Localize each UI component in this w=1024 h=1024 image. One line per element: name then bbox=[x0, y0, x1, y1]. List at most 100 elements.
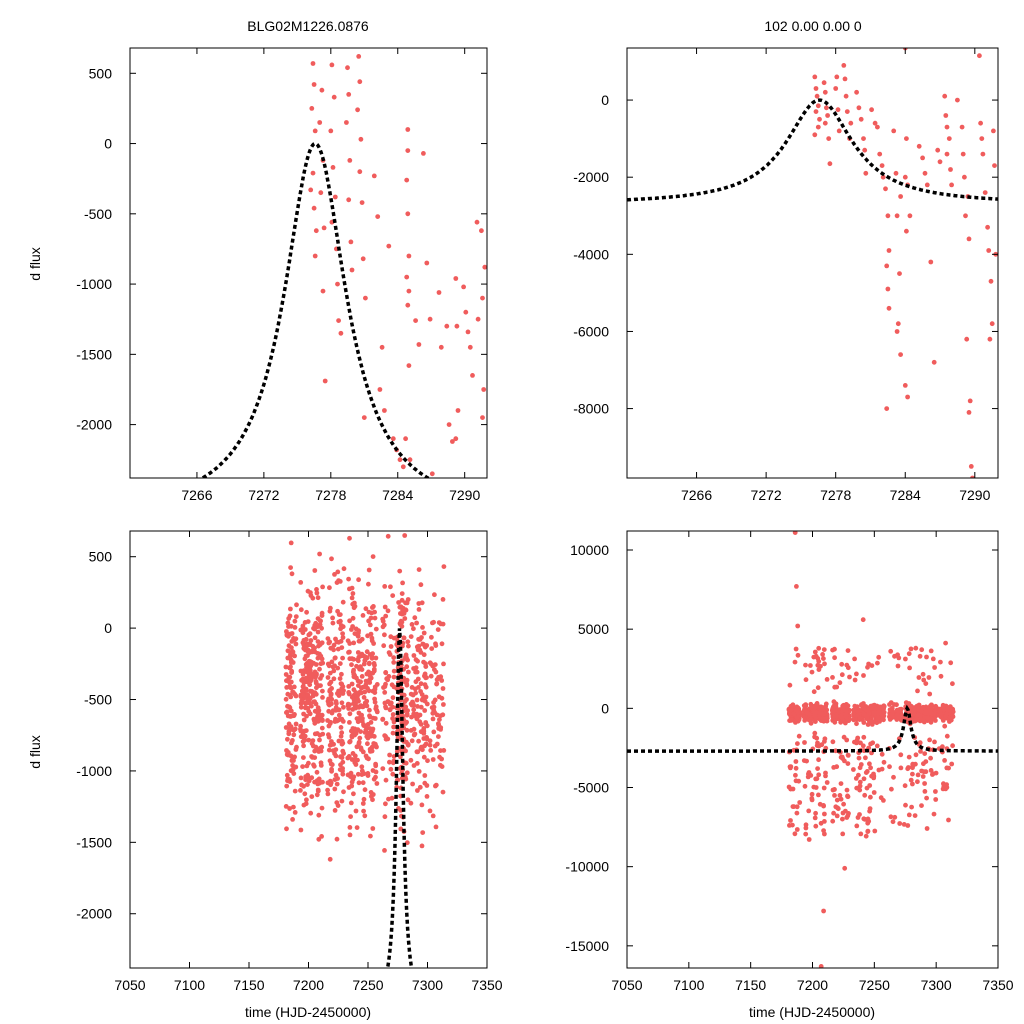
data-point bbox=[430, 710, 436, 716]
data-point bbox=[808, 701, 814, 707]
data-point bbox=[824, 105, 829, 111]
data-point bbox=[894, 712, 900, 718]
data-point bbox=[287, 613, 293, 619]
data-point bbox=[862, 792, 868, 798]
data-point bbox=[338, 330, 344, 336]
data-point bbox=[991, 128, 996, 134]
data-point bbox=[943, 113, 949, 118]
data-point bbox=[795, 652, 801, 658]
plot-area bbox=[283, 533, 447, 968]
data-point bbox=[897, 821, 903, 826]
data-point bbox=[341, 566, 347, 572]
data-point bbox=[936, 706, 942, 712]
data-point bbox=[935, 147, 941, 153]
data-point bbox=[416, 342, 422, 347]
data-point bbox=[858, 831, 864, 837]
data-point bbox=[795, 741, 800, 746]
data-point bbox=[328, 679, 334, 685]
data-point bbox=[430, 813, 436, 819]
data-point bbox=[809, 796, 815, 801]
data-point bbox=[339, 755, 345, 760]
data-point bbox=[880, 174, 886, 180]
data-point bbox=[362, 658, 368, 663]
data-point bbox=[927, 691, 933, 697]
data-point bbox=[304, 797, 309, 803]
data-point bbox=[912, 718, 918, 724]
data-point bbox=[438, 674, 444, 680]
data-point bbox=[339, 645, 345, 650]
data-point bbox=[312, 649, 318, 655]
data-point bbox=[411, 707, 417, 713]
x-tick-label: 7272 bbox=[751, 487, 782, 503]
data-point bbox=[832, 793, 837, 798]
data-point bbox=[363, 724, 369, 729]
y-tick-label: 0 bbox=[601, 92, 609, 108]
data-point bbox=[461, 284, 466, 290]
data-point bbox=[404, 664, 410, 670]
data-point bbox=[427, 316, 433, 322]
data-point bbox=[857, 779, 863, 785]
data-point bbox=[883, 186, 888, 192]
data-point bbox=[301, 717, 307, 723]
data-point bbox=[852, 656, 857, 662]
data-point bbox=[380, 624, 386, 630]
data-point bbox=[855, 709, 861, 715]
data-point bbox=[932, 739, 937, 745]
data-point bbox=[346, 197, 352, 203]
data-point bbox=[852, 703, 858, 709]
data-point bbox=[864, 769, 870, 774]
y-tick-label: -500 bbox=[84, 692, 112, 708]
data-point bbox=[338, 626, 343, 632]
data-point bbox=[290, 767, 296, 772]
data-point bbox=[335, 691, 340, 696]
data-point bbox=[408, 800, 414, 806]
data-point bbox=[857, 783, 863, 789]
data-point bbox=[418, 681, 424, 687]
data-point bbox=[861, 720, 867, 725]
data-point bbox=[949, 761, 955, 767]
data-point bbox=[831, 708, 837, 714]
data-point bbox=[354, 697, 359, 703]
data-point bbox=[339, 686, 345, 691]
data-point bbox=[938, 714, 944, 720]
data-point bbox=[291, 713, 297, 719]
data-point bbox=[414, 697, 420, 703]
data-point bbox=[418, 721, 424, 727]
data-point bbox=[888, 648, 894, 654]
plot-frame bbox=[129, 47, 488, 479]
data-point bbox=[335, 569, 341, 575]
data-point bbox=[842, 76, 848, 82]
data-point bbox=[788, 818, 793, 823]
data-point bbox=[441, 661, 446, 667]
data-point bbox=[409, 738, 415, 744]
data-point bbox=[357, 666, 362, 672]
data-point bbox=[879, 751, 885, 757]
data-point bbox=[349, 267, 355, 273]
data-point bbox=[875, 715, 881, 720]
data-point bbox=[301, 711, 306, 717]
data-point bbox=[467, 344, 473, 350]
data-point bbox=[924, 826, 930, 831]
data-point bbox=[349, 585, 355, 591]
data-point bbox=[291, 804, 296, 810]
data-point bbox=[817, 710, 822, 716]
data-point bbox=[328, 645, 334, 651]
data-point bbox=[318, 653, 324, 659]
data-point bbox=[284, 709, 290, 715]
data-point bbox=[294, 602, 299, 608]
data-point bbox=[386, 674, 392, 679]
data-point bbox=[463, 309, 469, 315]
data-point bbox=[391, 655, 397, 660]
data-point bbox=[373, 626, 379, 632]
data-point bbox=[383, 801, 388, 807]
data-point bbox=[331, 741, 336, 747]
data-point bbox=[905, 823, 911, 828]
data-point bbox=[433, 643, 439, 648]
data-point bbox=[292, 625, 298, 630]
data-point bbox=[360, 704, 366, 709]
data-point bbox=[813, 823, 819, 829]
data-point bbox=[438, 725, 444, 730]
data-point bbox=[439, 641, 445, 647]
data-point bbox=[851, 717, 856, 723]
data-point bbox=[816, 772, 822, 778]
